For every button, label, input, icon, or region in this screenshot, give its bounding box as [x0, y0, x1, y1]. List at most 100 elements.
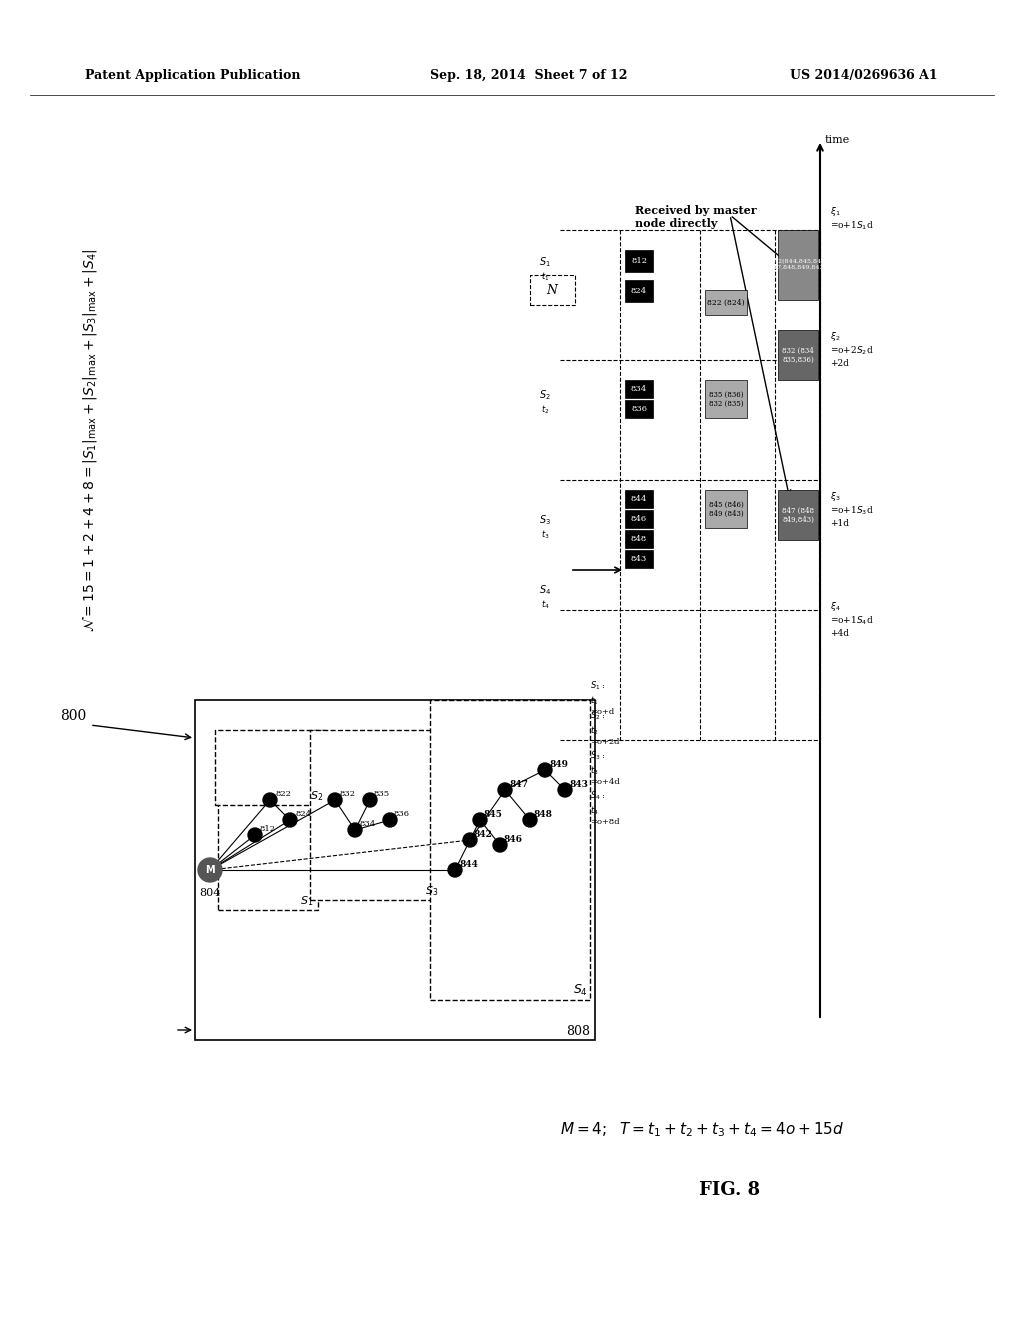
Circle shape	[463, 833, 477, 847]
Text: 842: 842	[474, 830, 493, 840]
Text: $t_3$: $t_3$	[541, 529, 549, 541]
Circle shape	[198, 858, 222, 882]
Text: 834: 834	[359, 820, 375, 828]
Bar	[705, 490, 746, 528]
Text: 834: 834	[631, 385, 647, 393]
Circle shape	[362, 793, 377, 807]
Bar	[625, 550, 653, 568]
Text: Patent Application Publication: Patent Application Publication	[85, 69, 300, 82]
Bar	[310, 730, 440, 900]
Text: $\mathcal{N}=15=1+2+4+8=|S_1|_{\max}+|S_2|_{\max}+|S_3|_{\max}+|S_4|$: $\mathcal{N}=15=1+2+4+8=|S_1|_{\max}+|S_…	[80, 248, 99, 632]
Text: 836: 836	[631, 405, 647, 413]
Text: $S_4$: $S_4$	[539, 583, 551, 597]
Bar	[625, 249, 653, 272]
Text: 824: 824	[295, 810, 311, 818]
Bar	[778, 230, 818, 300]
Text: 808: 808	[566, 1026, 590, 1038]
Text: 843: 843	[631, 554, 647, 564]
Text: 804: 804	[200, 888, 221, 898]
Text: 800: 800	[60, 709, 86, 723]
Text: 845: 845	[484, 810, 503, 818]
Bar	[705, 290, 746, 315]
Text: 822 (824): 822 (824)	[708, 298, 744, 306]
Text: $M=4;\ \ T=t_1+t_2+t_3+t_4=4o+15d$: $M=4;\ \ T=t_1+t_2+t_3+t_4=4o+15d$	[560, 1121, 845, 1139]
Circle shape	[263, 793, 278, 807]
Text: $S_2$: $S_2$	[539, 388, 551, 401]
Text: $\xi_1$
=o+1$S_1$d: $\xi_1$ =o+1$S_1$d	[830, 205, 873, 232]
Circle shape	[248, 828, 262, 842]
Text: 849: 849	[549, 760, 568, 770]
Bar	[625, 280, 653, 302]
Text: 812: 812	[260, 825, 276, 833]
Text: 848: 848	[631, 535, 647, 543]
Text: $\xi_4$
=o+1$S_4$d
+4d: $\xi_4$ =o+1$S_4$d +4d	[830, 601, 873, 638]
Text: $t_2$: $t_2$	[541, 404, 549, 416]
Circle shape	[383, 813, 397, 828]
Text: 847 (848
849,843): 847 (848 849,843)	[782, 507, 814, 524]
Text: 844: 844	[459, 861, 478, 869]
Text: 843: 843	[569, 780, 588, 789]
Text: 832 (834
835,836): 832 (834 835,836)	[782, 346, 814, 363]
Text: $S_4$: $S_4$	[573, 983, 588, 998]
Bar	[430, 700, 590, 1001]
Text: $t_1$: $t_1$	[541, 271, 549, 284]
Text: 847: 847	[509, 780, 528, 789]
Circle shape	[493, 838, 507, 851]
Text: $S_1$ :
$t_1$
=o+d: $S_1$ : $t_1$ =o+d	[590, 680, 614, 715]
Circle shape	[473, 813, 487, 828]
Text: Received by master
node directly: Received by master node directly	[635, 205, 757, 228]
Bar	[218, 789, 318, 909]
Text: 835: 835	[374, 789, 390, 799]
Text: 845 (846)
849 (843): 845 (846) 849 (843)	[709, 500, 743, 517]
Text: 846: 846	[504, 836, 523, 843]
Text: $S_3$: $S_3$	[539, 513, 551, 527]
Circle shape	[283, 813, 297, 828]
Text: US 2014/0269636 A1: US 2014/0269636 A1	[790, 69, 938, 82]
Text: 812: 812	[631, 257, 647, 265]
Text: time: time	[825, 135, 850, 145]
Text: 822: 822	[275, 789, 291, 799]
Text: FIG. 8: FIG. 8	[699, 1181, 761, 1199]
Bar	[530, 275, 575, 305]
Text: M: M	[205, 865, 215, 875]
Text: $S_2$: $S_2$	[310, 789, 323, 803]
Bar	[625, 380, 653, 399]
Text: 836: 836	[394, 810, 410, 818]
Circle shape	[538, 763, 552, 777]
Text: $S_1$: $S_1$	[539, 255, 551, 269]
Text: 846: 846	[631, 515, 647, 523]
Text: $S_3$ :
$t_3$
=o+4d: $S_3$ : $t_3$ =o+4d	[590, 750, 620, 785]
Circle shape	[348, 822, 362, 837]
Bar	[625, 531, 653, 548]
Text: $S_2$ :
$t_2$
=o+2d: $S_2$ : $t_2$ =o+2d	[590, 710, 620, 746]
Bar	[195, 700, 595, 1040]
Text: 844: 844	[631, 495, 647, 503]
Text: N: N	[547, 284, 557, 297]
Text: Sep. 18, 2014  Sheet 7 of 12: Sep. 18, 2014 Sheet 7 of 12	[430, 69, 628, 82]
Bar	[625, 510, 653, 528]
Circle shape	[498, 783, 512, 797]
Text: 848: 848	[534, 810, 553, 818]
Text: $\xi_2$
=o+2$S_2$d
+2d: $\xi_2$ =o+2$S_2$d +2d	[830, 330, 873, 368]
Bar	[215, 730, 325, 805]
Text: 842(844,845,846
847,848,849,843): 842(844,845,846 847,848,849,843)	[769, 260, 826, 271]
Text: $S_3$: $S_3$	[425, 884, 438, 898]
Bar	[625, 490, 653, 508]
Bar	[778, 490, 818, 540]
Text: $S_4$ :
$t_4$
=o+8d: $S_4$ : $t_4$ =o+8d	[590, 789, 620, 826]
Circle shape	[558, 783, 572, 797]
Text: 832: 832	[339, 789, 355, 799]
Bar	[705, 380, 746, 418]
Circle shape	[328, 793, 342, 807]
Bar	[778, 330, 818, 380]
Circle shape	[449, 863, 462, 876]
Text: $S_1$: $S_1$	[300, 894, 313, 908]
Circle shape	[523, 813, 537, 828]
Text: 824: 824	[631, 286, 647, 294]
Bar	[625, 400, 653, 418]
Text: 835 (836)
832 (835): 835 (836) 832 (835)	[709, 391, 743, 408]
Text: $t_4$: $t_4$	[541, 599, 549, 611]
Text: $\xi_3$
=o+1$S_3$d
+1d: $\xi_3$ =o+1$S_3$d +1d	[830, 490, 873, 528]
